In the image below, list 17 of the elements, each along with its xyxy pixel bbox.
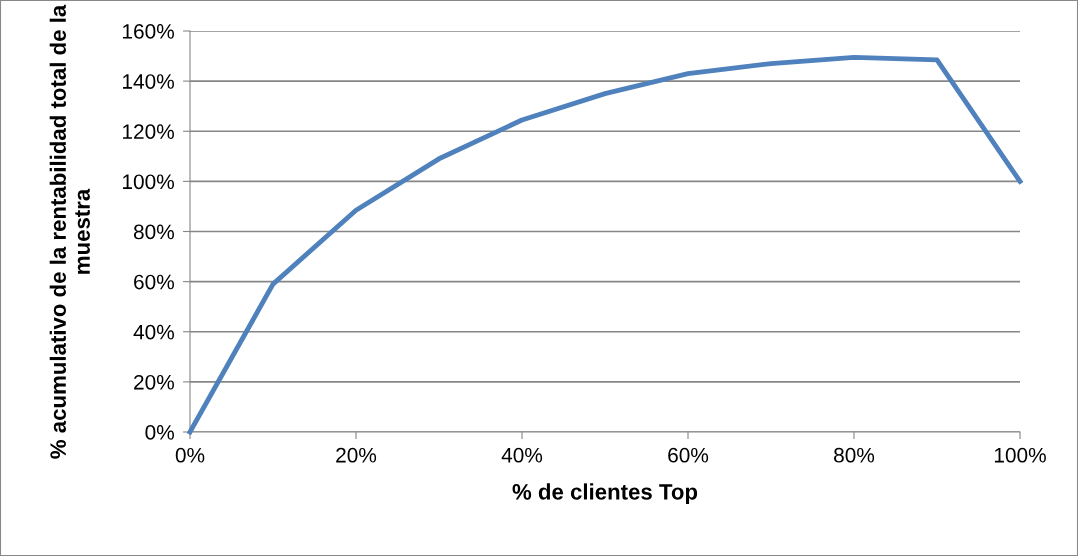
x-tick-label: 60%	[668, 447, 709, 463]
x-tick-label: 100%	[994, 447, 1046, 463]
y-tick-label: 20%	[134, 374, 174, 390]
y-tick-label: 0%	[145, 425, 174, 440]
y-tick-label: 160%	[123, 24, 174, 39]
y-tick-label: 140%	[123, 74, 174, 89]
x-tick-label: 80%	[834, 447, 875, 463]
y-tick-label: 120%	[123, 124, 174, 139]
x-axis-title: % de clientes Top	[512, 483, 698, 505]
y-tick-label: 40%	[133, 324, 174, 340]
x-tick-label: 0%	[175, 447, 205, 463]
x-tick-label: 40%	[501, 447, 543, 463]
x-tick-label: 20%	[336, 447, 377, 463]
y-tick-label: 80%	[133, 224, 174, 240]
y-axis-title: % acumulativo de la rentabilidad total de la muestra	[49, 4, 90, 459]
y-tick-label: 60%	[134, 274, 174, 290]
y-tick-label: 100%	[123, 174, 174, 190]
